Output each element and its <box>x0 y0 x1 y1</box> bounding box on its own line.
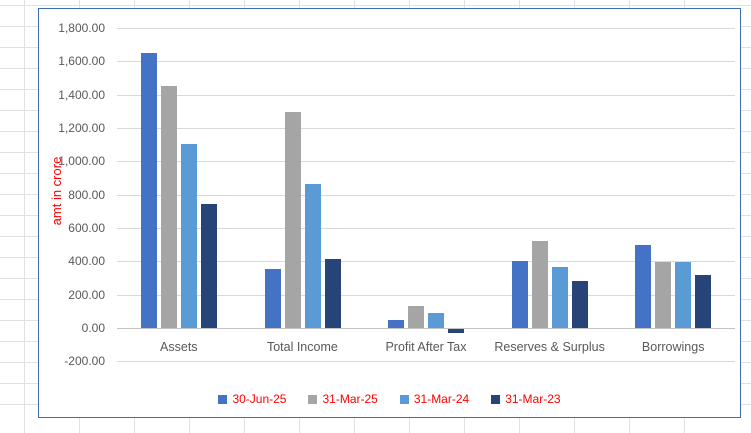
y-tick-label: -200.00 <box>64 354 105 369</box>
bar-30-Jun-25-profit-after-tax[interactable] <box>388 320 405 328</box>
bar-30-Jun-25-reserves-surplus[interactable] <box>511 261 528 328</box>
x-category-label: Borrowings <box>641 340 705 354</box>
bar-group-total-income <box>241 28 365 361</box>
y-tick-label: 1,000.00 <box>58 154 105 169</box>
y-tick-label: 1,400.00 <box>58 87 105 102</box>
legend-swatch-icon <box>218 394 228 404</box>
bar-30-Jun-25-assets[interactable] <box>141 53 157 328</box>
gridline <box>117 228 735 229</box>
gridline <box>117 261 735 262</box>
x-category-label: Reserves & Surplus <box>494 340 605 354</box>
bar-31-Mar-23-reserves-surplus[interactable] <box>571 281 588 328</box>
y-tick-label: 1,800.00 <box>58 21 105 35</box>
bar-30-Jun-25-borrowings[interactable] <box>635 245 652 328</box>
legend-item-31-Mar-24[interactable]: 31-Mar-24 <box>399 392 470 406</box>
bar-31-Mar-24-profit-after-tax[interactable] <box>428 313 445 328</box>
bar-31-Mar-23-profit-after-tax[interactable] <box>448 329 465 333</box>
legend-swatch-icon <box>399 394 409 404</box>
bar-31-Mar-24-borrowings[interactable] <box>675 262 692 328</box>
bar-30-Jun-25-total-income[interactable] <box>264 269 281 328</box>
y-tick-label: 0.00 <box>81 321 105 335</box>
gridline <box>117 195 735 196</box>
gridline <box>117 295 735 296</box>
bar-31-Mar-25-total-income[interactable] <box>284 112 301 328</box>
legend-swatch-icon <box>308 394 318 404</box>
y-tick-label: 800.00 <box>68 187 105 202</box>
bar-31-Mar-24-reserves-surplus[interactable] <box>551 267 568 328</box>
x-category-label: Total Income <box>266 340 338 354</box>
legend-item-30-Jun-25[interactable]: 30-Jun-25 <box>218 392 286 406</box>
bar-group-profit-after-tax <box>364 28 488 361</box>
chart[interactable]: amt in crore 1,800.00 1,600.00 1,400.00 1,2… <box>38 8 741 418</box>
legend-swatch-icon <box>491 394 501 404</box>
plot-area: Assets Total Income Profit After Tax Reserv… <box>117 28 735 362</box>
gridline <box>117 95 735 96</box>
bar-31-Mar-23-borrowings[interactable] <box>695 275 712 328</box>
y-tick-label: 400.00 <box>68 254 105 269</box>
y-tick-label: 200.00 <box>68 287 105 302</box>
bar-group-assets <box>117 28 241 361</box>
gridline <box>117 161 735 162</box>
bar-31-Mar-24-assets[interactable] <box>181 144 197 328</box>
legend-label: 30-Jun-25 <box>232 392 287 406</box>
bar-31-Mar-25-assets[interactable] <box>161 86 177 328</box>
bar-31-Mar-23-total-income[interactable] <box>324 259 341 328</box>
x-category-label: Profit After Tax <box>385 340 467 354</box>
gridline <box>117 128 735 129</box>
y-tick-label: 600.00 <box>68 221 105 235</box>
bar-31-Mar-25-reserves-surplus[interactable] <box>531 241 548 328</box>
y-axis: 1,800.00 1,600.00 1,400.00 1,200.00 1,000.00… <box>39 9 109 417</box>
gridline <box>117 28 735 29</box>
bar-31-Mar-24-total-income[interactable] <box>304 184 321 328</box>
legend: 30-Jun-25 31-Mar-25 31-Mar-24 31-Mar-23 <box>39 390 740 408</box>
bar-31-Mar-23-assets[interactable] <box>201 204 217 328</box>
legend-item-31-Mar-23[interactable]: 31-Mar-23 <box>491 392 561 406</box>
bar-group-borrowings <box>611 28 735 361</box>
legend-label: 31-Mar-24 <box>413 392 470 406</box>
x-category-label: Assets <box>160 340 198 354</box>
bar-31-Mar-25-borrowings[interactable] <box>655 262 672 328</box>
gridline <box>117 361 735 362</box>
gridline <box>117 61 735 62</box>
x-axis-line <box>117 328 735 329</box>
legend-label: 31-Mar-25 <box>322 392 378 406</box>
legend-label: 31-Mar-23 <box>505 392 561 406</box>
bar-group-reserves-surplus <box>488 28 612 361</box>
bar-31-Mar-25-profit-after-tax[interactable] <box>408 306 425 328</box>
y-tick-label: 1,600.00 <box>58 54 105 69</box>
legend-item-31-Mar-25[interactable]: 31-Mar-25 <box>308 392 378 406</box>
y-tick-label: 1,200.00 <box>58 121 105 135</box>
